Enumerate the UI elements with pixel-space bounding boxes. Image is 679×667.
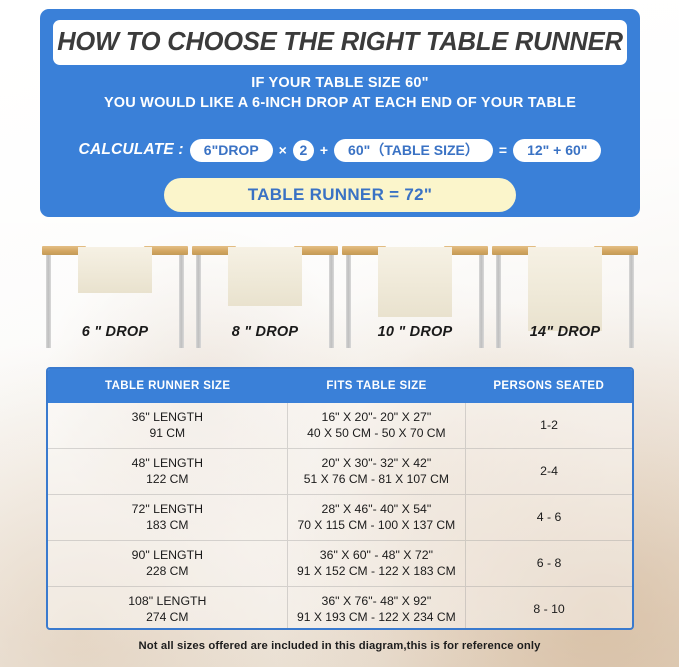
table-figure: 14" DROP xyxy=(490,236,640,348)
fits-size-cm: 40 X 50 CM - 50 X 70 CM xyxy=(307,425,446,440)
table-header-row: TABLE RUNNER SIZE FITS TABLE SIZE PERSON… xyxy=(48,369,632,403)
table-leg-left xyxy=(346,250,351,348)
table-leg-right xyxy=(629,250,634,348)
cell-fits-table-size: 36" X 60" - 48" X 72" 91 X 152 CM - 122 X… xyxy=(288,541,467,586)
runner-size-inches: 36" LENGTH xyxy=(131,410,203,425)
table-leg-right xyxy=(329,250,334,348)
runner-size-cm: 228 CM xyxy=(146,563,189,578)
drop-value-pill: 6"DROP xyxy=(189,138,273,162)
fits-size-inches: 36" X 60" - 48" X 72" xyxy=(319,548,433,563)
subtitle-line-2: YOU WOULD LIKE A 6-INCH DROP AT EACH END… xyxy=(103,95,577,111)
multiplier-pill: 2 xyxy=(292,139,314,161)
fits-size-cm: 70 X 115 CM - 100 X 137 CM xyxy=(297,517,456,532)
tabletop-right xyxy=(144,246,188,255)
table-row: 48" LENGTH 122 CM 20" X 30"- 32" X 42" 51 X… xyxy=(48,448,632,494)
column-header-runner-size: TABLE RUNNER SIZE xyxy=(105,380,231,392)
column-header-fits-table-size: FITS TABLE SIZE xyxy=(326,380,427,392)
cell-runner-size: 90" LENGTH 228 CM xyxy=(48,541,288,586)
size-reference-table: TABLE RUNNER SIZE FITS TABLE SIZE PERSON… xyxy=(46,367,634,630)
persons-seated-value: 6 - 8 xyxy=(536,556,562,571)
subtitle-line-1: IF YOUR TABLE SIZE 60" xyxy=(251,75,429,91)
cell-runner-size: 108" LENGTH 274 CM xyxy=(48,587,288,628)
cell-runner-size: 48" LENGTH 122 CM xyxy=(48,449,288,494)
table-figure: 8 " DROP xyxy=(190,236,340,348)
formula-panel: HOW TO CHOOSE THE RIGHT TABLE RUNNER IF … xyxy=(40,9,640,217)
column-header-persons-seated: PERSONS SEATED xyxy=(493,380,605,392)
final-result-pill: TABLE RUNNER = 72" xyxy=(164,178,516,212)
table-runner-cloth xyxy=(528,247,602,331)
equals-sign: = xyxy=(498,142,508,158)
fits-size-cm: 91 X 193 CM - 122 X 234 CM xyxy=(297,609,456,624)
table-runner-cloth xyxy=(378,247,452,317)
page-title: HOW TO CHOOSE THE RIGHT TABLE RUNNER xyxy=(57,28,623,56)
fits-size-inches: 16" X 20"- 20" X 27" xyxy=(321,410,432,425)
drop-label: 8 " DROP xyxy=(231,324,299,340)
table-runner-cloth xyxy=(78,247,152,293)
fits-size-cm: 91 X 152 CM - 122 X 183 CM xyxy=(297,563,456,578)
tabletop-left xyxy=(192,246,236,255)
plus-sign: + xyxy=(319,142,329,158)
table-figure: 6 " DROP xyxy=(40,236,190,348)
table-row: 90" LENGTH 228 CM 36" X 60" - 48" X 72" 91 … xyxy=(48,540,632,586)
fits-size-inches: 20" X 30"- 32" X 42" xyxy=(321,456,432,471)
table-leg-right xyxy=(479,250,484,348)
drop-label: 10 " DROP xyxy=(377,324,453,340)
cell-fits-table-size: 16" X 20"- 20" X 27" 40 X 50 CM - 50 X 70… xyxy=(288,403,467,448)
drop-label: 6 " DROP xyxy=(81,324,149,340)
table-figure: 10 " DROP xyxy=(340,236,490,348)
fits-size-cm: 51 X 76 CM - 81 X 107 CM xyxy=(303,471,449,486)
tabletop-right xyxy=(444,246,488,255)
runner-size-inches: 48" LENGTH xyxy=(131,456,203,471)
cell-runner-size: 72" LENGTH 183 CM xyxy=(48,495,288,540)
fits-size-inches: 28" X 46"- 40" X 54" xyxy=(321,502,432,517)
tabletop-left xyxy=(492,246,536,255)
table-leg-left xyxy=(46,250,51,348)
runner-size-inches: 90" LENGTH xyxy=(131,548,203,563)
cell-persons-seated: 1-2 xyxy=(466,403,632,448)
table-leg-left xyxy=(496,250,501,348)
table-row: 72" LENGTH 183 CM 28" X 46"- 40" X 54" 70 X… xyxy=(48,494,632,540)
table-row: 36" LENGTH 91 CM 16" X 20"- 20" X 27" 40 X … xyxy=(48,403,632,448)
runner-size-cm: 274 CM xyxy=(146,609,189,624)
title-box: HOW TO CHOOSE THE RIGHT TABLE RUNNER xyxy=(53,20,627,65)
persons-seated-value: 4 - 6 xyxy=(536,510,562,525)
cell-fits-table-size: 20" X 30"- 32" X 42" 51 X 76 CM - 81 X 10… xyxy=(288,449,467,494)
tabletop-right xyxy=(594,246,638,255)
table-runner-cloth xyxy=(228,247,302,306)
runner-size-inches: 72" LENGTH xyxy=(131,502,203,517)
multiply-sign: × xyxy=(278,142,287,158)
table-row: 108" LENGTH 274 CM 36" X 76"- 48" X 92" 91 … xyxy=(48,586,632,628)
runner-size-cm: 122 CM xyxy=(146,471,189,486)
drop-illustrations: 6 " DROP 8 " DROP 10 " DROP 14" DROP xyxy=(40,236,640,348)
cell-persons-seated: 8 - 10 xyxy=(466,587,632,628)
result-pill: 12" + 60" xyxy=(513,138,602,162)
table-leg-left xyxy=(196,250,201,348)
cell-persons-seated: 2-4 xyxy=(466,449,632,494)
runner-size-cm: 183 CM xyxy=(146,517,189,532)
footer-note: Not all sizes offered are included in th… xyxy=(138,640,541,652)
table-body: 36" LENGTH 91 CM 16" X 20"- 20" X 27" 40 X … xyxy=(48,403,632,628)
drop-label: 14" DROP xyxy=(529,324,601,340)
tabletop-right xyxy=(294,246,338,255)
calculate-label: CALCULATE : xyxy=(78,141,184,158)
runner-size-cm: 91 CM xyxy=(149,425,186,440)
final-result-label: TABLE RUNNER = 72" xyxy=(247,185,433,204)
table-size-pill: 60"（TABLE SIZE） xyxy=(334,138,493,162)
tabletop-left xyxy=(342,246,386,255)
cell-runner-size: 36" LENGTH 91 CM xyxy=(48,403,288,448)
persons-seated-value: 2-4 xyxy=(540,464,558,479)
tabletop-left xyxy=(42,246,86,255)
fits-size-inches: 36" X 76"- 48" X 92" xyxy=(321,594,432,609)
cell-fits-table-size: 36" X 76"- 48" X 92" 91 X 193 CM - 122 X … xyxy=(288,587,467,628)
table-leg-right xyxy=(179,250,184,348)
cell-persons-seated: 4 - 6 xyxy=(466,495,632,540)
persons-seated-value: 1-2 xyxy=(540,418,558,433)
cell-persons-seated: 6 - 8 xyxy=(466,541,632,586)
cell-fits-table-size: 28" X 46"- 40" X 54" 70 X 115 CM - 100 X … xyxy=(288,495,467,540)
runner-size-inches: 108" LENGTH xyxy=(128,594,207,609)
calculation-row: CALCULATE : 6"DROP × 2 + 60"（TABLE SIZE）… xyxy=(40,134,640,166)
persons-seated-value: 8 - 10 xyxy=(533,602,565,617)
